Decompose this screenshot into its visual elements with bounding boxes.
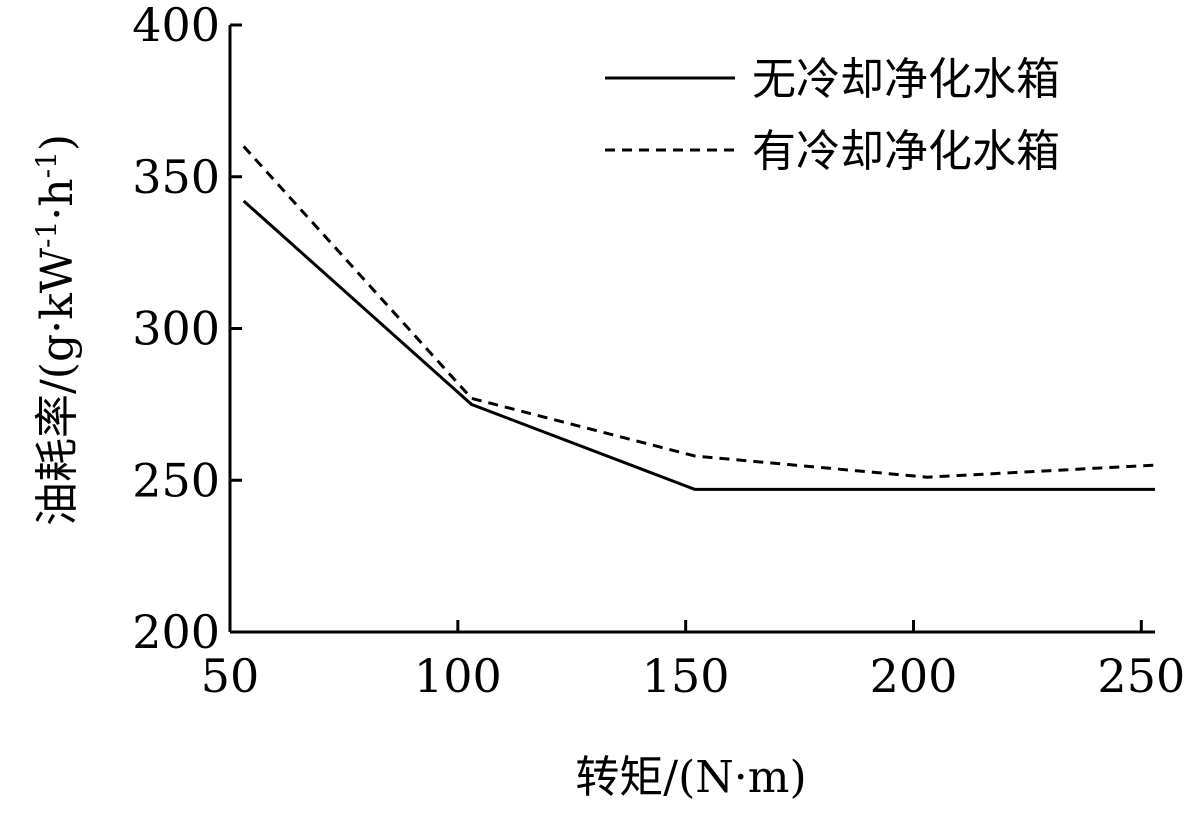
y-axis-title: 油耗率/(g·kW-1·h-1) bbox=[30, 134, 83, 526]
x-tick-label: 100 bbox=[414, 649, 502, 703]
series-lines bbox=[242, 145, 1156, 491]
series-line-1 bbox=[242, 199, 1155, 491]
ticks: 200 250 300 350 400 50 100 150 200 250 bbox=[132, 0, 1185, 703]
legend-label-1: 无冷却净化水箱 bbox=[752, 54, 1060, 105]
y-axis-title-end: ) bbox=[32, 134, 83, 151]
x-tick-label: 200 bbox=[870, 649, 958, 703]
x-tick-label: 50 bbox=[201, 649, 260, 703]
series-line-2 bbox=[242, 145, 1156, 479]
x-tick-label: 250 bbox=[1097, 649, 1185, 703]
axes bbox=[228, 25, 1155, 634]
x-axis-title: 转矩/(N·m) bbox=[575, 752, 806, 803]
legend-label-2: 有冷却净化水箱 bbox=[752, 126, 1060, 177]
y-tick-label: 350 bbox=[132, 150, 220, 204]
axis-titles: 转矩/(N·m) 油耗率/(g·kW-1·h-1) bbox=[30, 134, 807, 803]
x-tick-label: 150 bbox=[642, 649, 730, 703]
y-tick-label: 300 bbox=[132, 302, 220, 356]
y-axis-title-sup1: -1 bbox=[30, 221, 63, 248]
y-tick-label: 400 bbox=[132, 0, 220, 52]
y-axis-title-mid: ·h bbox=[32, 178, 83, 220]
y-axis-title-base: 油耗率/(g·kW bbox=[32, 247, 83, 526]
y-tick-label: 200 bbox=[132, 605, 220, 659]
y-tick-label: 250 bbox=[132, 453, 220, 507]
y-axis-title-sup2: -1 bbox=[30, 151, 63, 178]
